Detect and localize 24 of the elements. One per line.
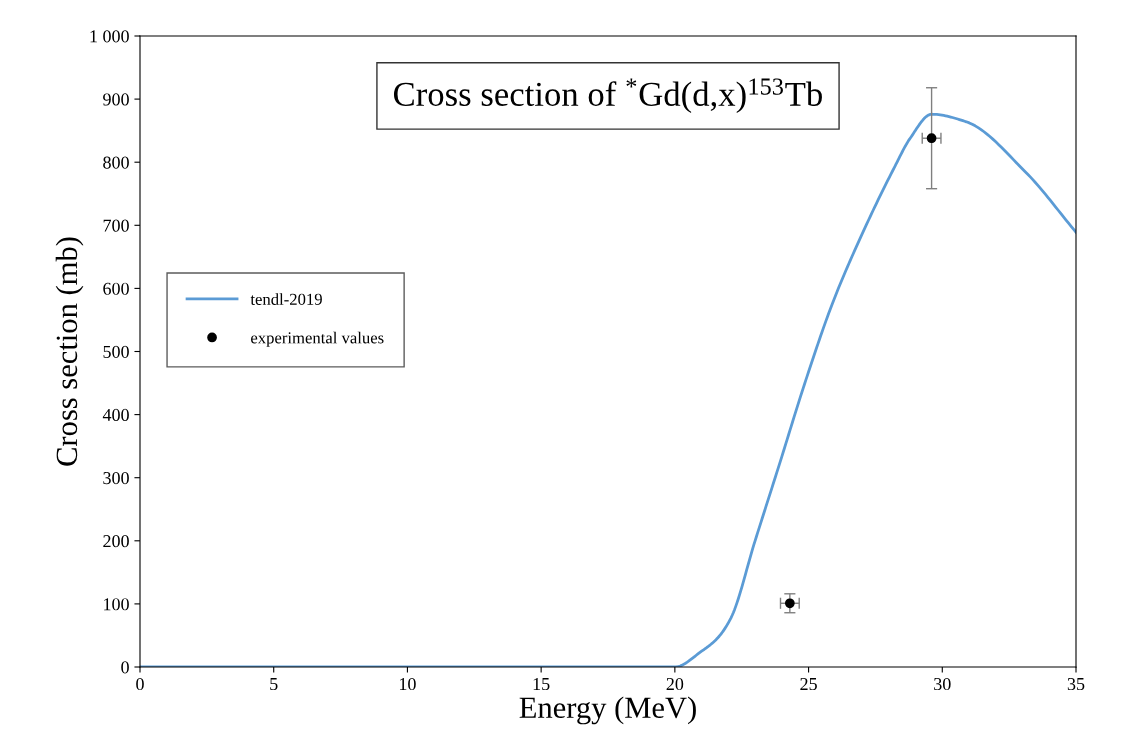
x-tick-label: 10 xyxy=(399,677,416,691)
x-tick-label: 15 xyxy=(533,678,550,691)
x-tick-label: 35 xyxy=(1067,677,1085,691)
x-tick-label: 5 xyxy=(270,678,278,691)
text: Cross section of $^{*}$Gd(d,x)$^{153}$Tb xyxy=(393,78,822,114)
x-tick-label: 25 xyxy=(800,677,817,691)
y-tick-label: 200 xyxy=(103,535,129,548)
y-tick-label: 0 xyxy=(121,661,129,674)
y-tick-label: 500 xyxy=(103,345,129,358)
y-tick-label: 300 xyxy=(103,471,129,485)
y-tick-label: 1 000 xyxy=(90,30,129,43)
x-tick-label: 30 xyxy=(934,677,951,691)
y-tick-label: 600 xyxy=(103,282,129,295)
x-axis-title: Energy (MeV) xyxy=(519,696,696,725)
y-tick-label: 400 xyxy=(102,408,129,422)
y-tick-label: 800 xyxy=(103,156,129,169)
x-tick-label: 20 xyxy=(666,677,684,691)
legend-label: experimental values xyxy=(251,331,384,347)
y-axis-title: Cross section (mb) xyxy=(55,237,84,466)
y-tick-label: 100 xyxy=(104,598,129,611)
y-tick-label: 700 xyxy=(103,219,129,232)
x-tick-label: 0 xyxy=(136,677,144,691)
legend-label: tendl-2019 xyxy=(250,293,322,305)
y-tick-label: 900 xyxy=(103,93,129,106)
